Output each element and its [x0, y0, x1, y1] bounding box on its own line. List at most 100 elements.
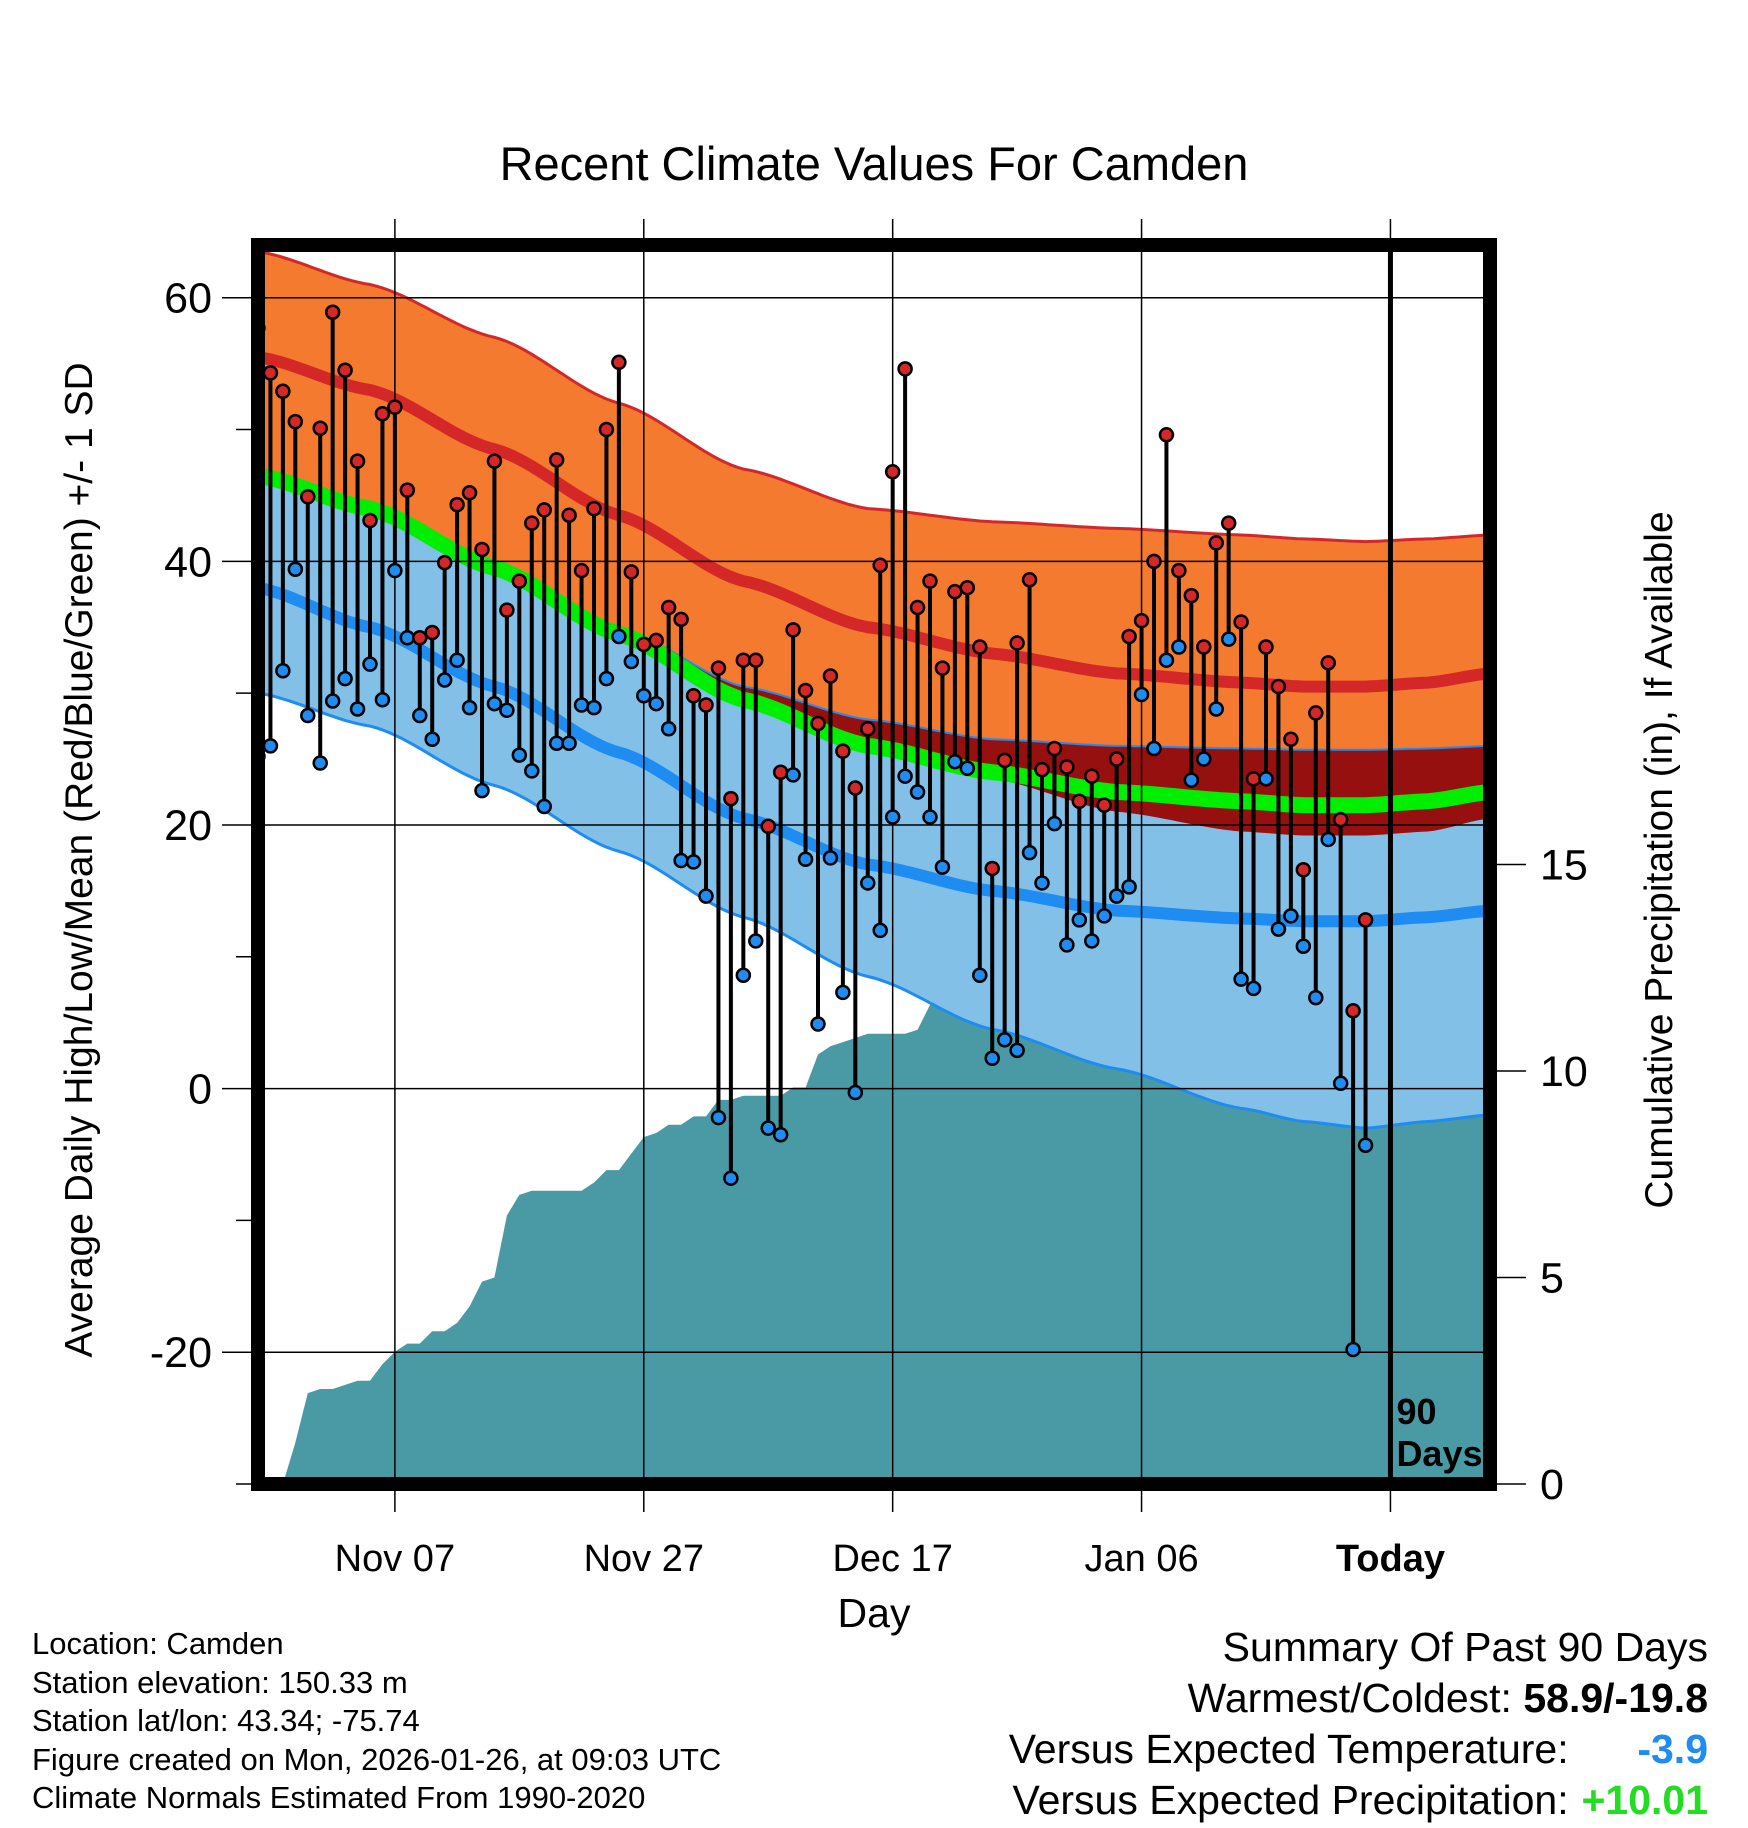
x-tick-label: Today: [1336, 1538, 1445, 1580]
y-tick-label-right: 15: [1540, 842, 1588, 890]
y-tick-label-right: 0: [1540, 1461, 1564, 1509]
daily-high-point: [1245, 771, 1262, 787]
daily-low-point: [996, 1032, 1013, 1048]
daily-high-point: [984, 860, 1000, 877]
daily-high-point: [1270, 678, 1287, 695]
x-tick-label: Jan 06: [1085, 1538, 1199, 1580]
summary-precip-value: +10.01: [1581, 1777, 1708, 1823]
daily-high-point: [1121, 628, 1137, 645]
daily-low-point: [337, 670, 353, 687]
daily-low-point: [312, 755, 328, 771]
daily-low-point: [499, 702, 515, 719]
daily-low-point: [922, 809, 938, 825]
daily-low-point: [1183, 772, 1200, 788]
summary-precip-label: Versus Expected Precipitation:: [1012, 1777, 1569, 1823]
daily-low-point: [374, 691, 391, 708]
daily-low-point: [1295, 938, 1312, 954]
daily-low-point: [872, 922, 888, 939]
daily-high-point: [947, 583, 963, 600]
daily-low-point: [1158, 652, 1175, 668]
daily-high-point: [1258, 639, 1274, 655]
daily-low-point: [1320, 831, 1336, 848]
daily-high-point: [847, 780, 864, 796]
daily-high-point: [1320, 655, 1336, 671]
daily-high-point: [449, 496, 465, 513]
daily-low-point: [685, 854, 702, 870]
info-location: Location: Camden: [32, 1626, 284, 1661]
daily-high-point: [760, 818, 776, 835]
daily-high-point: [822, 668, 839, 684]
daily-low-point: [573, 697, 590, 713]
daily-high-point: [324, 304, 341, 320]
days-annotation-line: 90: [1396, 1391, 1436, 1432]
daily-low-point: [1270, 921, 1287, 937]
daily-high-point: [1308, 705, 1324, 721]
daily-low-point: [1009, 1042, 1025, 1059]
daily-low-point: [934, 859, 951, 875]
daily-high-point: [934, 660, 951, 676]
daily-low-point: [947, 753, 963, 770]
days-annotation-line: Days: [1396, 1433, 1482, 1474]
daily-low-point: [349, 701, 366, 717]
x-tick-label: Nov 07: [335, 1538, 455, 1580]
daily-high-point: [1071, 793, 1088, 809]
x-tick-label: Dec 17: [832, 1538, 952, 1580]
daily-high-point: [1233, 614, 1249, 630]
daily-low-point: [884, 809, 901, 825]
daily-high-point: [548, 452, 565, 468]
daily-high-point: [1146, 553, 1162, 570]
daily-high-point: [424, 624, 440, 641]
daily-low-point: [1245, 980, 1262, 997]
daily-low-point: [1357, 1137, 1374, 1154]
daily-low-point: [387, 562, 403, 579]
daily-high-point: [511, 573, 528, 589]
daily-low-point: [1084, 933, 1100, 949]
daily-high-point: [835, 743, 851, 759]
daily-high-point: [536, 502, 552, 518]
daily-low-point: [524, 763, 540, 779]
daily-high-point: [611, 354, 627, 371]
x-tick-label: Nov 27: [584, 1538, 704, 1580]
summary-warmest-row: Warmest/Coldest: 58.9/-19.8: [1009, 1673, 1708, 1724]
daily-low-point: [1332, 1075, 1349, 1092]
daily-low-point: [1108, 888, 1125, 904]
low-sd-lower-line: [258, 691, 1490, 1130]
daily-low-point: [1220, 631, 1237, 647]
y-tick-label-left: 20: [164, 802, 212, 850]
daily-low-point: [1283, 908, 1299, 924]
summary-precip-row: Versus Expected Precipitation: +10.01: [1009, 1775, 1709, 1826]
daily-high-point: [1021, 572, 1038, 588]
summary-title: Summary Of Past 90 Days: [1222, 1624, 1708, 1670]
daily-low-point: [1146, 740, 1162, 757]
info-created: Figure created on Mon, 2026-01-26, at 09…: [32, 1741, 722, 1777]
daily-high-point: [1158, 427, 1175, 443]
daily-high-point: [673, 611, 689, 628]
daily-high-point: [1295, 862, 1312, 878]
daily-low-point: [548, 735, 565, 751]
y-tick-label-right: 10: [1540, 1048, 1588, 1096]
daily-high-point: [909, 599, 926, 616]
summary-temp-value: -3.9: [1637, 1726, 1708, 1772]
daily-low-point: [399, 630, 416, 646]
summary-warmest-value: 58.9/-19.8: [1523, 1675, 1708, 1721]
y-axis-label-right: Cumulative Precipitation (in), If Availa…: [1638, 511, 1681, 1208]
daily-high-point: [636, 636, 652, 653]
daily-high-point: [1220, 515, 1237, 531]
daily-high-point: [860, 720, 876, 737]
daily-high-point: [486, 453, 503, 469]
daily-high-point: [1283, 731, 1299, 748]
daily-low-point: [1233, 971, 1249, 987]
daily-low-point: [959, 760, 976, 777]
daily-high-point: [1009, 635, 1025, 651]
y-tick-label-left: -20: [150, 1329, 212, 1377]
info-latlon: Station lat/lon: 43.34; -75.74: [32, 1703, 420, 1738]
daily-low-point: [623, 653, 640, 670]
daily-low-point: [1059, 937, 1075, 953]
daily-low-point: [984, 1050, 1000, 1067]
daily-high-point: [1133, 612, 1150, 629]
low-sd-band: [258, 482, 1490, 1129]
daily-low-point: [1196, 751, 1212, 767]
daily-low-point: [1345, 1341, 1361, 1358]
summary-panel: Summary Of Past 90 Days Warmest/Coldest:…: [1009, 1622, 1708, 1826]
